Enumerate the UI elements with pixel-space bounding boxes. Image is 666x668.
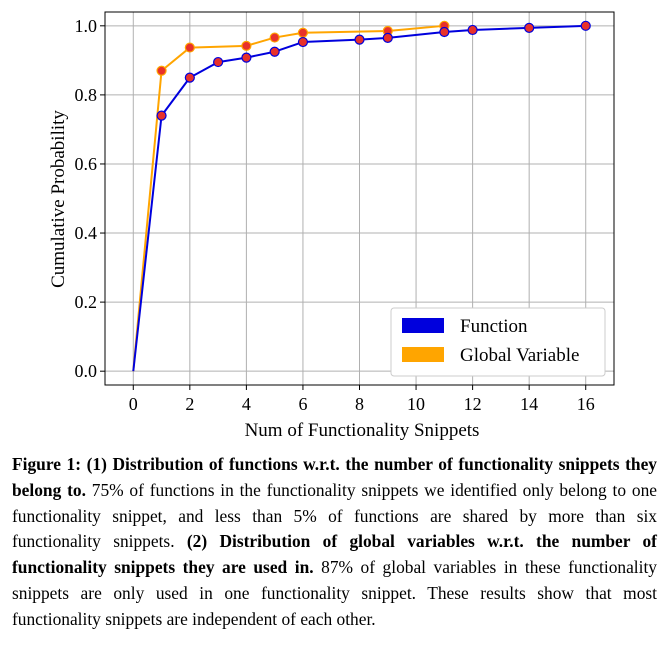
y-tick-label: 0.4 — [75, 223, 98, 243]
data-point-function — [354, 34, 365, 45]
series-line-global-variable — [132, 24, 445, 372]
legend-swatch-global-variable — [402, 347, 444, 362]
x-tick-label: 12 — [464, 394, 482, 414]
data-point-function — [467, 24, 478, 36]
data-point-function — [269, 46, 280, 57]
data-point-function — [156, 110, 167, 121]
caption-part1-bold: (1) Distribution of functions w.r.t. the… — [12, 454, 658, 500]
data-point-global-variable — [269, 32, 280, 43]
grid-lines — [105, 12, 614, 385]
x-tick-label: 8 — [355, 394, 364, 414]
y-tick-label: 0.6 — [75, 154, 98, 174]
y-axis-title: Cumulative Probability — [48, 110, 69, 288]
x-tick-label: 10 — [407, 394, 425, 414]
x-tick-label: 4 — [242, 394, 251, 414]
axis-ticks: 0 2 4 6 8 10 12 14 16 0.0 0.2 0.4 0.6 0.8 1.0 — [75, 16, 595, 414]
legend-swatch-function — [402, 318, 444, 333]
data-markers — [156, 20, 591, 121]
y-tick-label: 0.8 — [75, 85, 98, 105]
legend-box — [390, 307, 606, 377]
data-point-global-variable — [156, 65, 167, 76]
legend: Function Global Variable — [390, 307, 606, 377]
caption-label: Figure 1: — [12, 454, 82, 474]
data-point-function — [297, 36, 309, 48]
x-tick-label: 6 — [298, 394, 307, 414]
data-point-function — [524, 22, 535, 33]
y-tick-label: 0.2 — [75, 292, 98, 312]
legend-label-function: Function — [460, 316, 528, 337]
data-point-function — [580, 20, 591, 31]
caption-part2-text: 87% of global variables in these functio… — [12, 557, 657, 629]
x-tick-label: 14 — [520, 394, 538, 414]
y-tick-label: 0.0 — [75, 361, 98, 381]
x-tick-label: 2 — [185, 394, 194, 414]
legend-label-global-variable: Global Variable — [460, 345, 579, 366]
data-point-function — [213, 56, 224, 68]
caption-part2-bold: (2) Distribution of global variables w.r… — [12, 531, 657, 578]
caption-part1-text: 75% of functions in the functionality sn… — [12, 479, 657, 552]
cdf-chart: 0 2 4 6 8 10 12 14 16 0.0 0.2 0.4 0.6 0.8 1.0 Num of F… — [48, 11, 615, 441]
data-point-global-variable — [297, 27, 309, 38]
data-point-function — [241, 52, 252, 63]
data-point-global-variable — [184, 42, 195, 53]
data-point-global-variable — [241, 40, 252, 51]
x-tick-label: 16 — [577, 394, 595, 414]
data-point-function — [184, 72, 195, 83]
x-tick-label: 0 — [129, 394, 138, 414]
x-axis-title: Num of Functionality Snippets — [245, 420, 480, 441]
data-point-function — [439, 26, 450, 38]
data-point-function — [382, 32, 393, 44]
figure-caption: Figure 1: (1) Distribution of functions … — [12, 452, 657, 633]
y-tick-label: 1.0 — [75, 16, 98, 36]
